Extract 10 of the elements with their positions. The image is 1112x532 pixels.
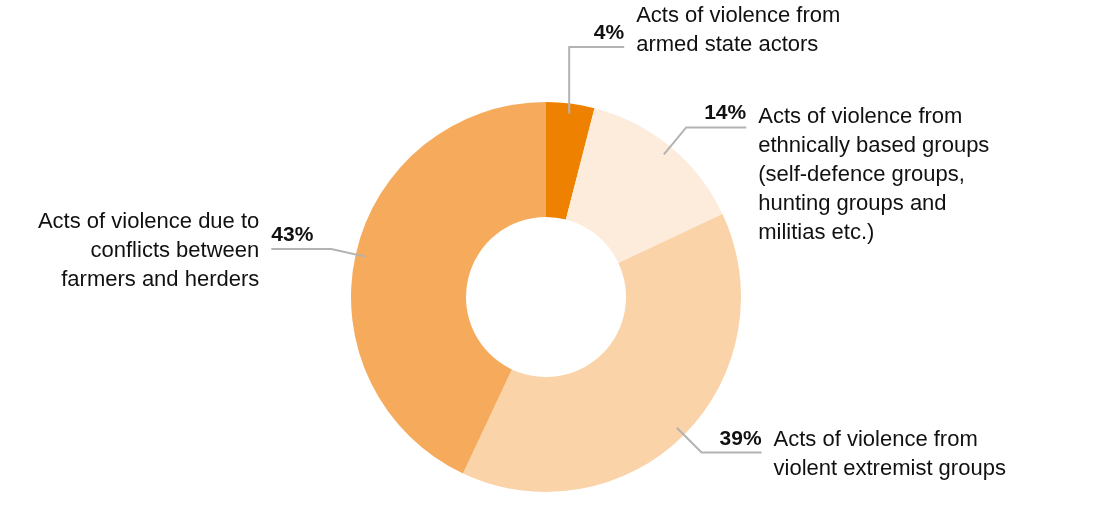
data-label: 43%: [271, 222, 314, 246]
data-label: 14%: [704, 100, 747, 124]
slice-label: Acts of violence due to conflicts between farmers and herders: [37, 208, 260, 292]
data-label: 4%: [593, 20, 625, 43]
slice-label: Acts of violence from armed state actors: [636, 2, 841, 56]
donut-slice: [351, 102, 546, 474]
slice-label: Acts of violence from violent extremist groups: [773, 426, 1006, 481]
donut-slice: [546, 102, 595, 220]
slice-label: Acts of violence from ethnically based groups (self-defence groups, hunting groups and militias etc.): [758, 103, 990, 245]
data-label: 39%: [719, 425, 762, 449]
